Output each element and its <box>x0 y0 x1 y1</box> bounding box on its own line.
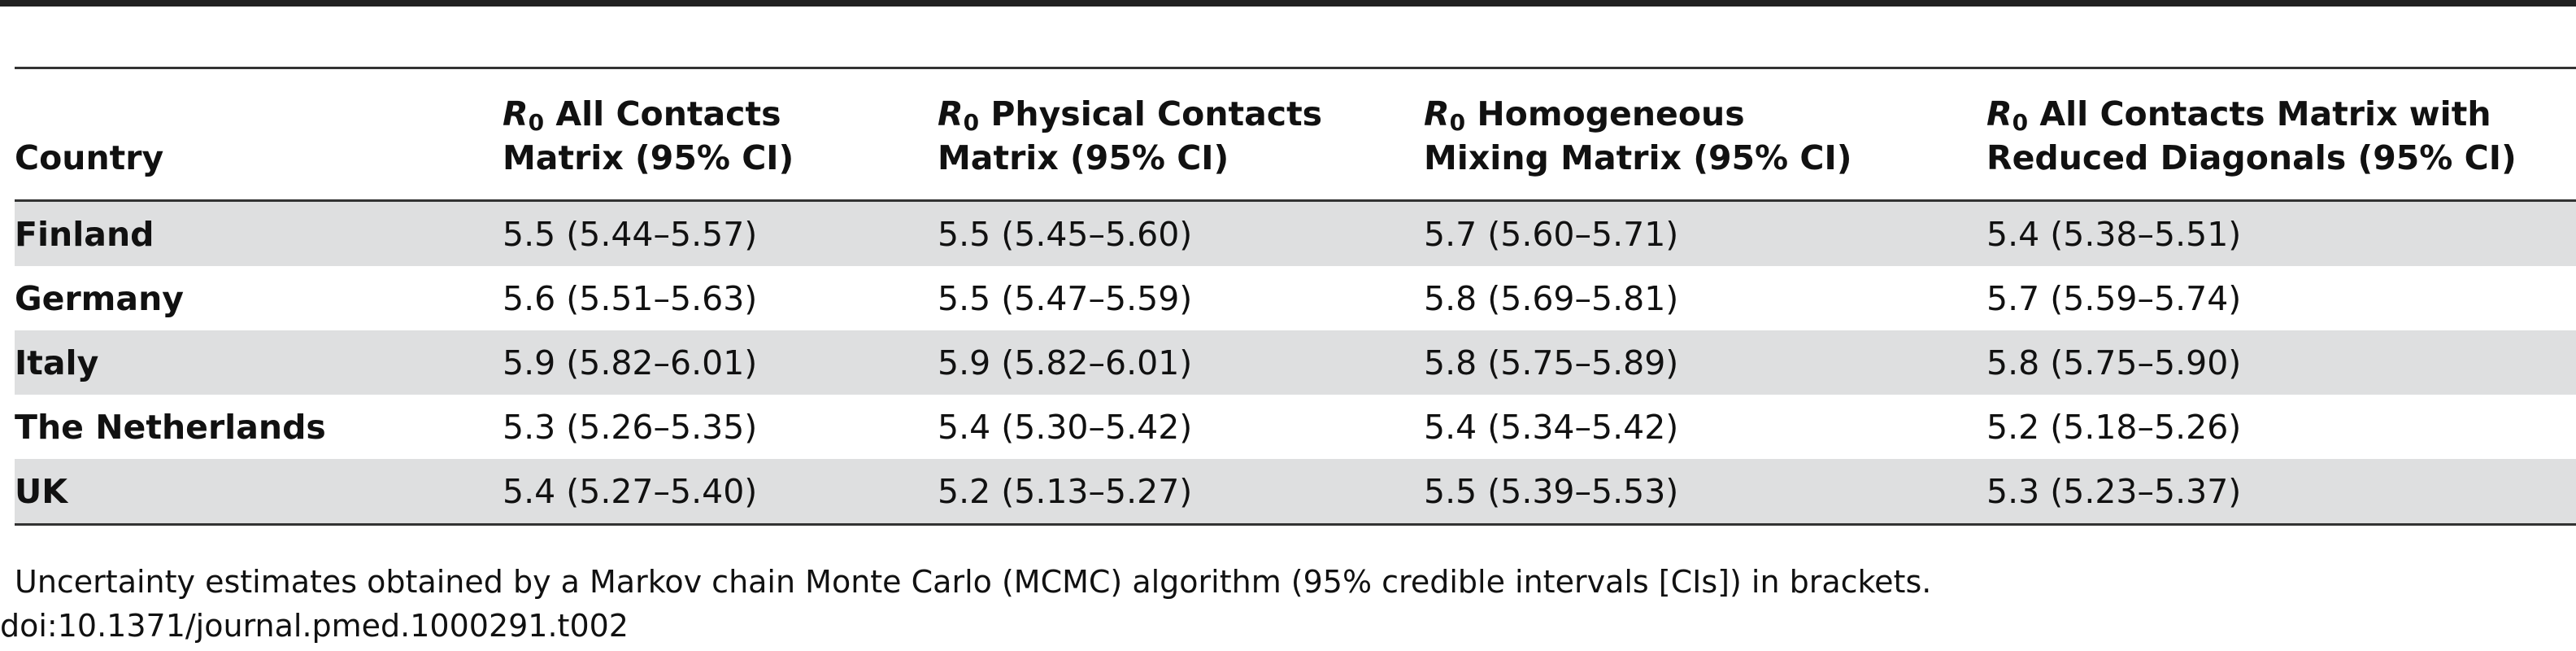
r0-symbol: R0 <box>938 94 980 136</box>
r0-symbol: R0 <box>503 94 545 136</box>
physical-contacts-cell: 5.5 (5.45–5.60) <box>938 200 1424 266</box>
header-row: Country R0 All Contacts Matrix (95% CI) … <box>15 68 2576 201</box>
r0-symbol: R0 <box>1986 94 2029 136</box>
r0-estimates-table: Country R0 All Contacts Matrix (95% CI) … <box>15 67 2576 526</box>
header-homogeneous-mixing: R0 Homogeneous Mixing Matrix (95% CI) <box>1424 68 1986 201</box>
all-contacts-cell: 5.9 (5.82–6.01) <box>503 330 938 395</box>
all-contacts-cell: 5.3 (5.26–5.35) <box>503 407 758 447</box>
table-row: The Netherlands 5.3 (5.26–5.35) 5.4 (5.3… <box>15 395 2576 459</box>
country-cell: The Netherlands <box>15 407 326 447</box>
header-all-contacts-line1: All Contacts <box>544 94 781 133</box>
homogeneous-mixing-cell: 5.7 (5.60–5.71) <box>1424 200 1986 266</box>
reduced-diagonals-cell: 5.2 (5.18–5.26) <box>1986 407 2242 447</box>
r0-subscript: 0 <box>528 109 545 136</box>
r0-letter: R <box>1986 94 2012 133</box>
table-header: Country R0 All Contacts Matrix (95% CI) … <box>15 68 2576 201</box>
header-physical-contacts-line2: Matrix (95% CI) <box>938 138 1229 177</box>
all-contacts-cell: 5.4 (5.27–5.40) <box>503 459 938 525</box>
physical-contacts-cell: 5.9 (5.82–6.01) <box>938 330 1424 395</box>
table-row: Germany 5.6 (5.51–5.63) 5.5 (5.47–5.59) … <box>15 266 2576 330</box>
homogeneous-mixing-cell: 5.5 (5.39–5.53) <box>1424 459 1986 525</box>
table-row: UK 5.4 (5.27–5.40) 5.2 (5.13–5.27) 5.5 (… <box>15 459 2576 525</box>
table-row: Finland 5.5 (5.44–5.57) 5.5 (5.45–5.60) … <box>15 200 2576 266</box>
header-reduced-diagonals-line2: Reduced Diagonals (95% CI) <box>1986 138 2517 177</box>
header-reduced-diagonals-line1: All Contacts Matrix with <box>2028 94 2491 133</box>
header-reduced-diagonals: R0 All Contacts Matrix with Reduced Diag… <box>1986 68 2576 201</box>
header-country-label: Country <box>15 138 164 177</box>
reduced-diagonals-cell: 5.3 (5.23–5.37) <box>1986 459 2576 525</box>
physical-contacts-cell: 5.5 (5.47–5.59) <box>938 278 1193 318</box>
r0-subscript: 0 <box>2012 109 2029 136</box>
physical-contacts-cell: 5.2 (5.13–5.27) <box>938 459 1424 525</box>
header-country: Country <box>15 68 503 201</box>
country-cell: Italy <box>15 330 503 395</box>
top-rule <box>0 0 2576 7</box>
r0-subscript: 0 <box>963 109 980 136</box>
table-row: Italy 5.9 (5.82–6.01) 5.9 (5.82–6.01) 5.… <box>15 330 2576 395</box>
doi-link[interactable]: doi:10.1371/journal.pmed.1000291.t002 <box>0 608 629 644</box>
header-all-contacts: R0 All Contacts Matrix (95% CI) <box>503 68 938 201</box>
r0-letter: R <box>938 94 964 133</box>
table-body: Finland 5.5 (5.44–5.57) 5.5 (5.45–5.60) … <box>15 200 2576 525</box>
header-physical-contacts-line1: Physical Contacts <box>979 94 1323 133</box>
all-contacts-cell: 5.5 (5.44–5.57) <box>503 200 938 266</box>
homogeneous-mixing-cell: 5.4 (5.34–5.42) <box>1424 407 1679 447</box>
all-contacts-cell: 5.6 (5.51–5.63) <box>503 278 758 318</box>
country-cell: Finland <box>15 200 503 266</box>
table-footnote: Uncertainty estimates obtained by a Mark… <box>15 564 1932 600</box>
r0-letter: R <box>503 94 529 133</box>
reduced-diagonals-cell: 5.8 (5.75–5.90) <box>1986 330 2576 395</box>
r0-subscript: 0 <box>1449 109 1466 136</box>
header-homogeneous-mixing-line1: Homogeneous <box>1465 94 1745 133</box>
header-all-contacts-line2: Matrix (95% CI) <box>503 138 794 177</box>
table-container: Country R0 All Contacts Matrix (95% CI) … <box>15 67 2576 526</box>
r0-letter: R <box>1424 94 1450 133</box>
homogeneous-mixing-cell: 5.8 (5.69–5.81) <box>1424 278 1679 318</box>
physical-contacts-cell: 5.4 (5.30–5.42) <box>938 407 1193 447</box>
reduced-diagonals-cell: 5.4 (5.38–5.51) <box>1986 200 2576 266</box>
reduced-diagonals-cell: 5.7 (5.59–5.74) <box>1986 278 2242 318</box>
r0-symbol: R0 <box>1424 94 1466 136</box>
homogeneous-mixing-cell: 5.8 (5.75–5.89) <box>1424 330 1986 395</box>
country-cell: UK <box>15 459 503 525</box>
header-physical-contacts: R0 Physical Contacts Matrix (95% CI) <box>938 68 1424 201</box>
country-cell: Germany <box>15 278 184 318</box>
header-homogeneous-mixing-line2: Mixing Matrix (95% CI) <box>1424 138 1852 177</box>
